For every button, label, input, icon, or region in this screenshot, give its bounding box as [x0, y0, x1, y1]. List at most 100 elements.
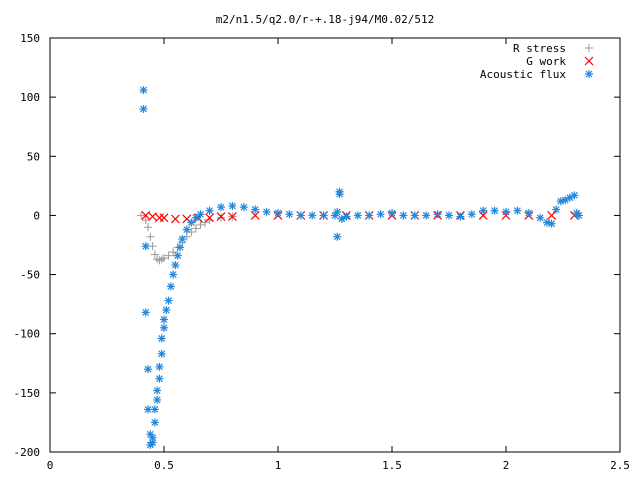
r-stress-point [146, 232, 155, 241]
acoustic-flux-point [513, 206, 522, 215]
chart-title: m2/n1.5/q2.0/r-+.18-j94/M0.02/512 [216, 13, 435, 26]
acoustic-flux-point [422, 211, 431, 220]
y-tick-label: -200 [14, 446, 41, 459]
acoustic-flux-point [433, 210, 442, 219]
x-tick-label: 1.5 [382, 459, 402, 472]
acoustic-flux-point [376, 210, 385, 219]
y-tick-label: 0 [33, 209, 40, 222]
axes [49, 37, 621, 453]
acoustic-flux-point [333, 232, 342, 241]
acoustic-flux-point [308, 211, 317, 220]
acoustic-flux-point [217, 203, 225, 212]
g-work-point [182, 214, 192, 224]
y-tick-label: 150 [20, 32, 40, 45]
acoustic-flux-point [333, 207, 342, 216]
acoustic-flux-point [173, 251, 182, 260]
acoustic-flux-point [164, 296, 173, 305]
g-work-point [216, 212, 226, 222]
acoustic-flux-point [228, 201, 237, 210]
y-tick-label: -100 [14, 328, 41, 341]
acoustic-flux-point [524, 209, 533, 218]
acoustic-flux-point [153, 395, 162, 404]
y-tick-label: -50 [20, 269, 40, 282]
acoustic-flux-point [285, 210, 294, 219]
r-stress-point [160, 254, 168, 263]
r-stress-point [169, 248, 178, 257]
acoustic-flux-point [205, 206, 214, 215]
acoustic-flux-point [157, 334, 166, 343]
acoustic-flux-point [160, 323, 168, 332]
acoustic-flux-point [296, 211, 305, 220]
acoustic-flux-point [536, 213, 545, 222]
y-tick-label: 100 [20, 91, 40, 104]
r-stress-point [217, 213, 225, 222]
acoustic-flux-point [169, 270, 178, 279]
acoustic-flux-point [155, 374, 164, 383]
acoustic-flux-point [552, 205, 561, 214]
g-work-point [547, 211, 557, 220]
g-work-point [170, 214, 180, 224]
r-stress-point [201, 218, 210, 227]
acoustic-flux-point [157, 349, 166, 358]
acoustic-flux-point [144, 405, 153, 414]
acoustic-flux-point [353, 211, 362, 220]
acoustic-flux-point [274, 209, 282, 218]
acoustic-flux-point [467, 210, 476, 219]
acoustic-flux-point [547, 219, 556, 228]
g-work-point [159, 213, 169, 223]
x-tick-label: 0.5 [154, 459, 174, 472]
acoustic-flux-point [570, 191, 579, 200]
acoustic-flux-point [166, 282, 175, 291]
acoustic-flux-point [171, 261, 180, 270]
acoustic-flux-point [239, 203, 248, 212]
acoustic-flux-point [342, 212, 351, 221]
r-stress-point [164, 251, 173, 260]
acoustic-flux-point [162, 306, 171, 315]
acoustic-flux-point [153, 386, 162, 395]
legend-label: Acoustic flux [480, 68, 566, 81]
r-stress-point [196, 220, 205, 229]
acoustic-flux-point [144, 365, 153, 374]
acoustic-flux-point [141, 308, 150, 317]
acoustic-flux-point [445, 211, 453, 220]
g-work-point [141, 211, 151, 220]
legend-marker [585, 70, 593, 78]
tick-labels: 0 0.5 1 1.5 2 2.5 150 100 50 0 -50 -100 -150 -200 [14, 32, 630, 472]
plot-frame [49, 37, 621, 453]
acoustic-flux-point [141, 242, 150, 251]
acoustic-flux-point [479, 206, 488, 215]
g-work-point [148, 212, 158, 222]
acoustic-flux-point [139, 104, 148, 113]
x-tick-label: 2 [503, 459, 510, 472]
acoustic-flux-point [502, 207, 510, 216]
acoustic-flux-point [251, 205, 260, 214]
g-work-point [205, 213, 215, 223]
acoustic-flux-point [178, 235, 187, 244]
r-stress-point [148, 242, 157, 251]
legend-marker [585, 44, 593, 52]
acoustic-flux-point [150, 405, 159, 414]
data-marks [137, 86, 583, 449]
acoustic-flux-point [150, 418, 159, 427]
y-tick-label: 50 [27, 150, 40, 163]
acoustic-flux-point [365, 211, 374, 220]
acoustic-flux-point [196, 210, 205, 219]
g-work-point [227, 212, 237, 222]
r-stress-point [137, 211, 146, 220]
acoustic-flux-point [319, 211, 328, 220]
acoustic-flux-point [490, 206, 499, 215]
legend-marker [584, 56, 594, 66]
r-stress-point [157, 255, 166, 264]
r-stress-point [191, 224, 200, 233]
acoustic-flux-point [410, 211, 419, 220]
acoustic-flux-point [139, 86, 148, 95]
acoustic-flux-point [175, 243, 184, 252]
acoustic-flux-point [148, 433, 157, 442]
acoustic-flux-point [160, 315, 168, 324]
acoustic-flux-point [191, 213, 200, 222]
acoustic-flux-point [399, 211, 408, 220]
legend-label: R stress [513, 42, 566, 55]
x-tick-label: 1 [275, 459, 282, 472]
